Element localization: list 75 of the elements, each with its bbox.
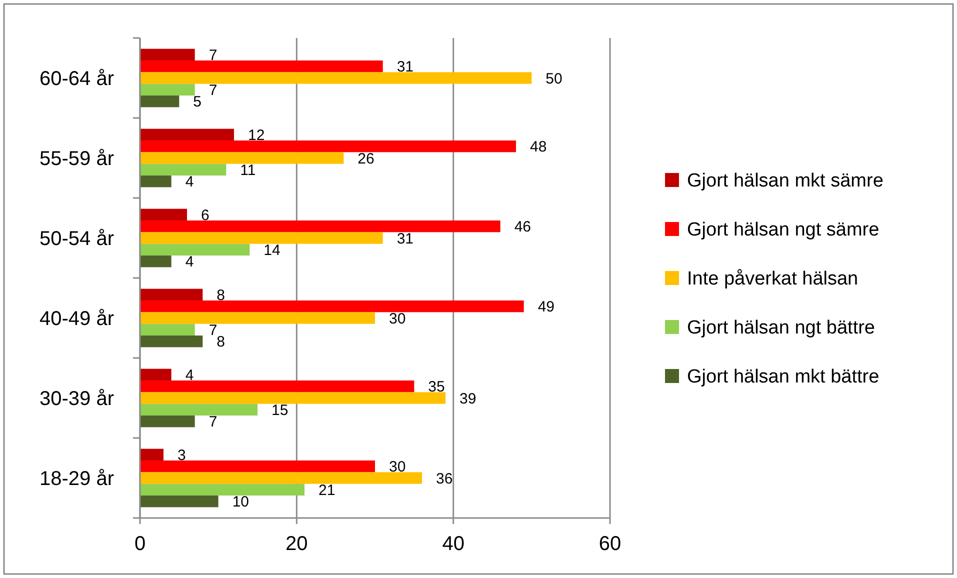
data-label: 4 [185,366,194,384]
data-label: 36 [436,470,453,488]
bar [140,416,195,428]
data-label: 49 [538,298,555,316]
y-tick-label: 30-39 år [40,388,114,410]
bar [140,84,195,96]
bar [140,220,500,232]
data-label: 7 [208,46,218,64]
bar [140,460,375,472]
bar [140,152,344,164]
bar [140,368,172,380]
data-label: 7 [208,82,218,99]
bar [140,256,172,268]
data-label: 12 [248,126,265,144]
data-label: 5 [193,94,202,111]
bar [140,72,532,84]
data-label: 31 [396,230,414,248]
bar [140,48,195,60]
bar [140,312,375,324]
bar [140,324,195,336]
x-tick-label: 40 [442,533,464,555]
bar [140,128,234,140]
bar [140,336,203,348]
y-tick-label: 40-49 år [40,308,114,330]
data-label: 10 [232,494,250,511]
data-label: 15 [272,402,288,419]
bar [140,300,524,312]
bar [140,244,250,256]
data-label: 7 [208,414,218,431]
y-tick-label: 60-64 år [40,68,114,90]
bar [140,176,172,188]
x-tick-label: 20 [286,533,308,555]
data-label: 35 [428,378,445,396]
bar [140,140,516,152]
data-label: 11 [240,162,256,179]
legend-label: Gjort hälsan ngt sämre [687,220,880,241]
legend-label: Inte påverkat hälsan [687,268,858,290]
data-label: 30 [389,458,406,476]
data-label: 39 [460,390,476,408]
bar [140,164,226,176]
y-tick-label: 55-59 år [40,148,114,170]
legend-label: Gjort hälsan mkt sämre [687,170,884,192]
bar [140,380,414,392]
bar [140,448,164,460]
data-label: 48 [530,138,547,156]
data-label: 6 [201,206,210,224]
bar [140,404,258,416]
bar [140,232,383,244]
bar [140,496,218,508]
bar [140,208,187,220]
bar [140,484,304,496]
data-label: 46 [514,218,532,236]
data-label: 3 [178,446,186,464]
y-tick-label: 50-54 år [40,228,114,250]
bar [140,472,422,484]
data-label: 50 [546,70,562,88]
data-label: 30 [389,310,406,328]
data-label: 4 [185,254,194,271]
data-label: 4 [185,174,194,191]
y-tick-label: 18-29 år [40,468,114,490]
bar [140,288,203,300]
x-tick-label: 0 [134,533,146,555]
data-label: 8 [216,286,226,304]
x-tick-label: 60 [598,533,622,555]
data-label: 14 [264,242,280,259]
data-label: 21 [318,482,336,499]
data-label: 31 [396,58,414,76]
data-label: 26 [358,150,374,168]
bar [140,96,180,108]
legend-label: Gjort hälsan ngt bättre [687,318,875,339]
bar [140,392,446,404]
data-label: 7 [208,322,218,339]
data-label: 8 [216,334,226,351]
legend-label: Gjort hälsan mkt bättre [687,366,880,388]
bar [140,60,383,72]
